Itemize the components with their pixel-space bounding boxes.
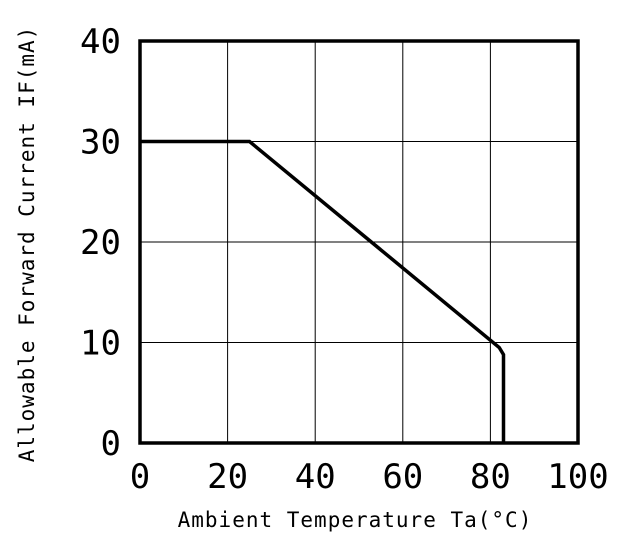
y-tick-label: 10 xyxy=(80,324,121,364)
series-line xyxy=(140,139,506,443)
y-tick-label: 20 xyxy=(80,223,121,263)
x-tick-labels: 0 20 40 60 80 100 xyxy=(130,457,609,497)
y-axis-label: Allowable Forward Current IF(mA) xyxy=(15,26,39,463)
x-tick-label: 40 xyxy=(295,457,336,497)
plot-frame xyxy=(138,39,580,445)
grid-lines xyxy=(139,40,579,444)
x-tick-label: 80 xyxy=(470,457,511,497)
y-tick-label: 40 xyxy=(80,22,121,62)
x-tick-label: 60 xyxy=(382,457,423,497)
series-layer xyxy=(140,139,506,443)
y-tick-labels: 0 10 20 30 40 xyxy=(80,22,121,464)
x-tick-label: 100 xyxy=(547,457,608,497)
x-tick-label: 0 xyxy=(130,457,150,497)
x-axis-label: Ambient Temperature Ta(°C) xyxy=(178,508,533,532)
y-tick-label: 0 xyxy=(101,424,121,464)
x-tick-label: 20 xyxy=(207,457,248,497)
y-tick-label: 30 xyxy=(80,123,121,163)
